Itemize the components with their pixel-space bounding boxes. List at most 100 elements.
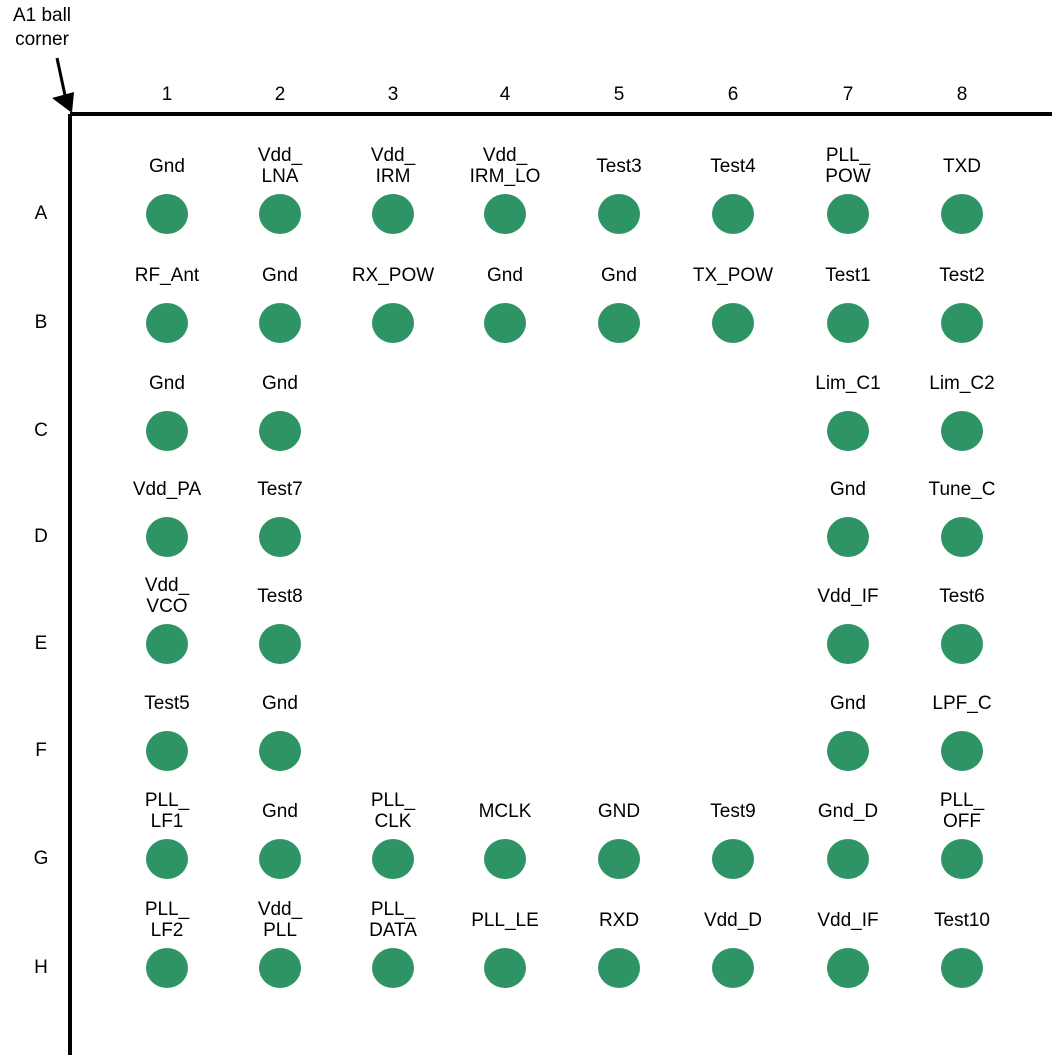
pin-label-line: PLL_ — [144, 899, 190, 920]
pin-label-E1: Vdd_ VCO — [112, 575, 222, 617]
pin-label-line: Vdd_IF — [817, 585, 879, 607]
pin-label-line: Vdd_PA — [132, 478, 202, 500]
pin-label-line: MCLK — [478, 800, 532, 822]
ball-A5 — [598, 194, 640, 234]
pin-label-line: Gnd — [487, 264, 523, 286]
pin-label-line: PLL_ — [370, 899, 416, 920]
pin-label-line: Vdd_ — [370, 145, 416, 166]
pin-label-line: POW — [825, 166, 871, 187]
pin-label-line: PLL_ — [370, 790, 416, 811]
ball-A2 — [259, 194, 301, 234]
row-label-B: B — [34, 312, 48, 333]
pin-label-line: RXD — [598, 909, 640, 931]
pin-label-line: PLL_ — [144, 790, 190, 811]
pin-label-C2: Gnd — [225, 373, 335, 394]
pin-label-line: PLL — [263, 920, 297, 941]
pin-label-line: IRM_LO — [469, 166, 541, 187]
pin-label-line: Tune_C — [928, 478, 996, 500]
pin-label-line: Gnd — [149, 155, 185, 177]
pin-label-C1: Gnd — [112, 373, 222, 394]
ball-H1 — [146, 948, 188, 988]
ball-E7 — [827, 624, 869, 664]
ball-A1 — [146, 194, 188, 234]
ball-A4 — [484, 194, 526, 234]
pin-label-line: PLL_ — [939, 790, 985, 811]
pin-label-line: Gnd — [830, 478, 866, 500]
pin-label-line: Test3 — [596, 155, 642, 177]
pin-label-line: Gnd — [262, 692, 298, 714]
pin-label-line: Gnd_D — [817, 800, 879, 822]
column-label-2: 2 — [274, 84, 286, 105]
pin-label-G7: Gnd_D — [793, 801, 903, 822]
row-label-A: A — [34, 203, 48, 224]
pin-label-A4: Vdd_ IRM_LO — [450, 145, 560, 187]
pin-label-line: PLL_ — [825, 145, 871, 166]
ball-H7 — [827, 948, 869, 988]
ball-C7 — [827, 411, 869, 451]
a1-corner-arrow-shaft — [55, 57, 68, 101]
ball-A3 — [372, 194, 414, 234]
pin-label-line: VCO — [146, 596, 188, 617]
ball-B4 — [484, 303, 526, 343]
ball-C1 — [146, 411, 188, 451]
pin-label-H1: PLL_ LF2 — [112, 899, 222, 941]
pin-label-line: DATA — [369, 920, 417, 941]
pin-label-H5: RXD — [564, 910, 674, 931]
pin-label-line: Test4 — [710, 155, 756, 177]
ball-H4 — [484, 948, 526, 988]
pin-label-line: LNA — [261, 166, 299, 187]
ball-E2 — [259, 624, 301, 664]
ball-G8 — [941, 839, 983, 879]
ball-G2 — [259, 839, 301, 879]
column-label-8: 8 — [956, 84, 968, 105]
pin-label-A5: Test3 — [564, 156, 674, 177]
pin-label-G2: Gnd — [225, 801, 335, 822]
pin-label-B6: TX_POW — [678, 265, 788, 286]
pin-label-H4: PLL_LE — [450, 910, 560, 931]
pin-label-A8: TXD — [907, 156, 1017, 177]
pin-label-line: RX_POW — [351, 264, 435, 286]
ball-B6 — [712, 303, 754, 343]
pin-label-D8: Tune_C — [907, 479, 1017, 500]
ball-F2 — [259, 731, 301, 771]
ball-G4 — [484, 839, 526, 879]
pin-label-C8: Lim_C2 — [907, 373, 1017, 394]
pin-label-D7: Gnd — [793, 479, 903, 500]
pin-label-B2: Gnd — [225, 265, 335, 286]
ball-H6 — [712, 948, 754, 988]
pin-label-line: Vdd_ — [257, 899, 303, 920]
pin-label-line: RF_Ant — [134, 264, 200, 286]
column-label-5: 5 — [613, 84, 625, 105]
ball-H3 — [372, 948, 414, 988]
row-label-C: C — [34, 420, 48, 441]
pin-label-line: LF2 — [150, 920, 184, 941]
pin-label-line: OFF — [943, 811, 981, 832]
pin-label-B7: Test1 — [793, 265, 903, 286]
ball-B8 — [941, 303, 983, 343]
pin-label-line: Test6 — [939, 585, 985, 607]
pin-label-G5: GND — [564, 801, 674, 822]
pin-label-B1: RF_Ant — [112, 265, 222, 286]
ball-C2 — [259, 411, 301, 451]
ball-A6 — [712, 194, 754, 234]
a1-corner-label-line: corner — [15, 29, 69, 50]
pin-label-line: Vdd_IF — [817, 909, 879, 931]
pin-label-line: TXD — [943, 155, 981, 177]
row-label-G: G — [33, 848, 49, 869]
pin-label-H8: Test10 — [907, 910, 1017, 931]
pin-label-A1: Gnd — [112, 156, 222, 177]
pin-label-H7: Vdd_IF — [793, 910, 903, 931]
ball-H8 — [941, 948, 983, 988]
pin-label-line: Gnd — [262, 372, 298, 394]
pin-label-line: Lim_C1 — [815, 372, 881, 394]
pin-label-E8: Test6 — [907, 586, 1017, 607]
ball-H5 — [598, 948, 640, 988]
row-label-H: H — [34, 957, 48, 978]
column-label-6: 6 — [727, 84, 739, 105]
ball-A8 — [941, 194, 983, 234]
pin-label-line: Vdd_ — [257, 145, 303, 166]
pin-label-H6: Vdd_D — [678, 910, 788, 931]
pin-label-G6: Test9 — [678, 801, 788, 822]
